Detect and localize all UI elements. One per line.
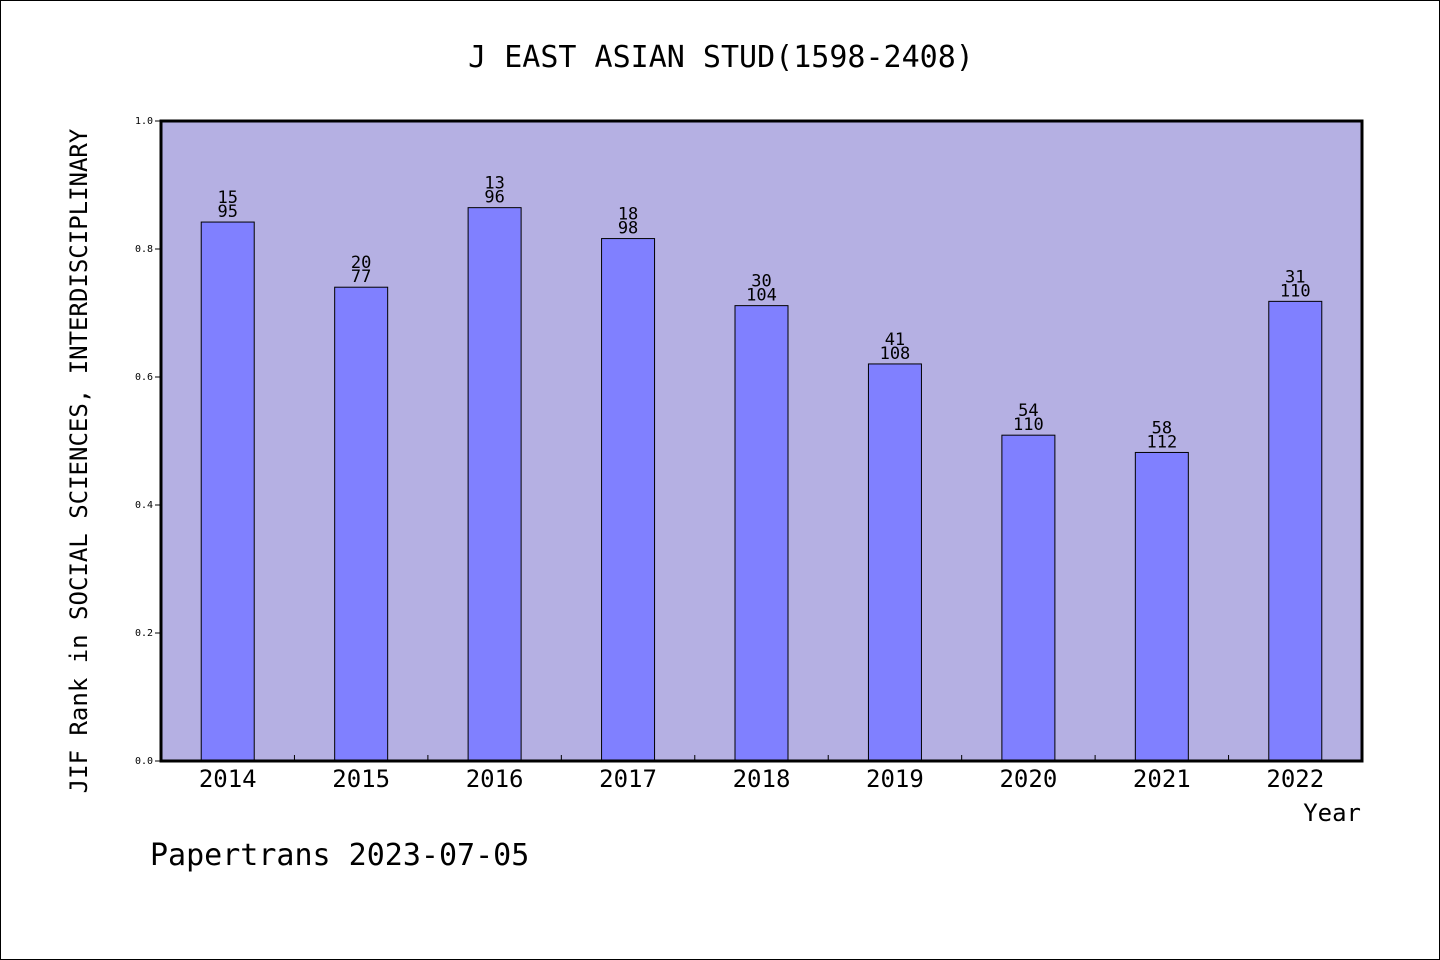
bar-total-label: 98 [618,219,638,239]
bar-total-label: 95 [217,202,237,222]
bar-total-label: 110 [1280,281,1311,301]
y-tick-label: 1.0 [135,116,153,127]
y-tick-label: 0.6 [135,372,153,383]
bar-total-label: 112 [1146,432,1177,452]
footer-note: Papertrans 2023-07-05 [150,838,529,873]
bar-2022 [1268,300,1323,762]
x-tick-label: 2015 [332,765,390,793]
bar-rank-label: 31 [1285,267,1305,287]
bar-rank-label: 41 [885,330,905,350]
bar-2014 [200,221,255,762]
bar-2019 [867,363,922,762]
bar-2015 [334,286,389,762]
bar-rank-label: 20 [351,253,371,273]
bar-rank-label: 18 [618,205,638,225]
x-axis-label: Year [1303,799,1361,827]
y-tick-label: 0.8 [135,244,153,255]
y-tick-label: 0.2 [135,628,153,639]
bar-2018 [734,305,789,762]
bar-total-label: 77 [351,267,371,287]
x-tick-label: 2014 [199,765,257,793]
x-tick-label: 2020 [999,765,1057,793]
bar-2017 [601,238,656,762]
x-tick-label: 2022 [1266,765,1324,793]
bar-rank-label: 58 [1152,418,1172,438]
y-tick-label: 0.4 [135,500,153,511]
plot-frame [159,119,1364,763]
x-tick-label: 2021 [1133,765,1191,793]
y-axis-label: JIF Rank in SOCIAL SCIENCES, INTERDISCIP… [65,128,93,793]
bar-rank-label: 15 [217,188,237,208]
chart-title: J EAST ASIAN STUD(1598-2408) [468,40,974,75]
bar-rank-label: 54 [1018,401,1038,421]
x-tick-label: 2017 [599,765,657,793]
bar-rank-label: 13 [484,174,504,194]
x-tick-label: 2016 [466,765,524,793]
bar-2020 [1001,434,1056,762]
bar-2021 [1134,451,1189,762]
bar-rank-label: 30 [751,272,771,292]
y-tick-label: 0.0 [135,756,153,767]
bar-total-label: 104 [746,286,777,306]
x-tick-label: 2018 [733,765,791,793]
bar-total-label: 110 [1013,415,1044,435]
bar-total-label: 96 [484,188,504,208]
bar-total-label: 108 [880,344,911,364]
x-tick-label: 2019 [866,765,924,793]
bar-2016 [467,207,522,762]
